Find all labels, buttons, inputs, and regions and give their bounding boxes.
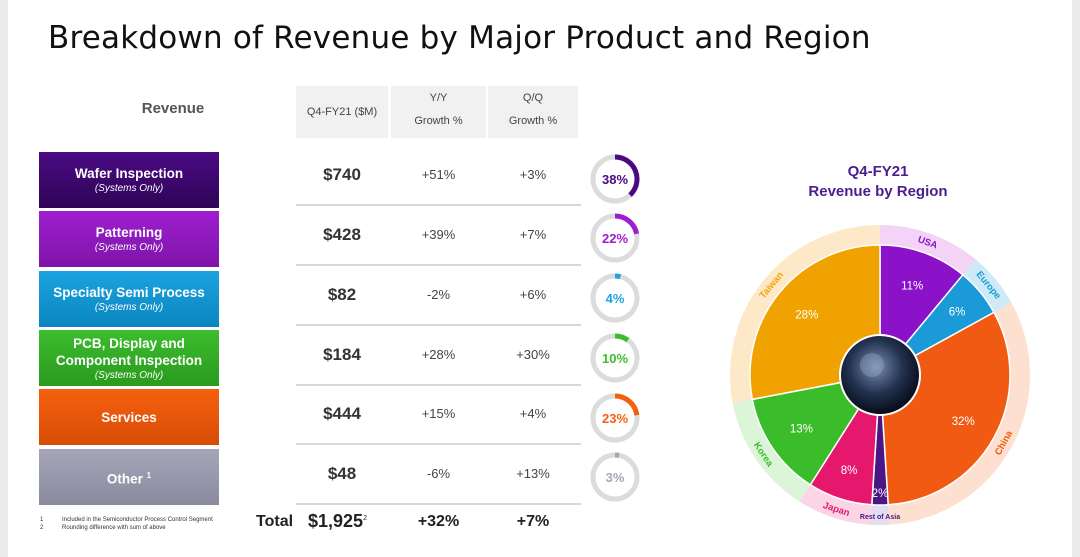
row-divider [296,443,581,445]
region-chart-subtitle: Revenue by Region [808,183,948,200]
globe-highlight [860,353,884,377]
share-donut-label: 3% [606,470,625,485]
share-donut-label: 10% [602,351,628,366]
qq-header-line1: Q/Q [522,92,544,104]
region-ring-china [888,302,1030,525]
row-divider [296,204,581,206]
qq-growth: +6% [519,287,547,302]
revenue-header: Revenue [141,100,205,117]
share-donut-arc [614,333,630,343]
yy-header-line1: Y/Y [429,92,448,104]
revenue-value: $428 [323,225,361,244]
page-title: Breakdown of Revenue by Major Product an… [48,20,871,56]
region-ring-japan [799,484,872,525]
region-value-label: 8% [841,465,858,477]
category-name: PCB, Display and Component Inspection [55,335,203,368]
category-name: Wafer Inspection [74,166,184,181]
value-column-header: Q4-FY21 ($M) [296,86,388,138]
revenue-value: $82 [327,285,357,304]
region-ring-rest-of-asia [870,504,890,525]
region-value-label: 28% [795,309,818,321]
region-ring-europe [962,259,1012,313]
yy-growth: +28% [421,347,456,362]
qq-growth: +4% [519,406,547,421]
footnote-text: Included in the Semiconductor Process Co… [62,517,213,523]
footnote-number: 2 [40,525,44,531]
category-specialty-semi-process: Specialty Semi Process (Systems Only) [39,271,219,327]
yy-column-header: Y/Y Growth % [391,86,486,138]
region-ring-usa [880,225,976,275]
yy-growth: -6% [426,466,451,481]
region-value-label: 2% [872,488,889,500]
total-yy-growth: +32% [417,513,460,530]
revenue-value: $740 [323,165,361,184]
share-donut-arc [614,154,640,197]
category-services: Services [39,389,219,445]
qq-column-header: Q/Q Growth % [488,86,578,138]
category-subtitle: (Systems Only) [94,369,164,381]
revenue-value: $48 [327,464,357,483]
category-subtitle: (Systems Only) [94,183,164,194]
slide: Breakdown of Revenue by Major Product an… [8,0,1072,557]
share-donut-arc [614,213,640,235]
region-chart-title: Q4-FY21 [847,163,909,180]
category-name: Services [101,409,157,425]
qq-growth: +30% [516,347,550,362]
footnote-marker: 1 [146,470,152,480]
yy-growth: +51% [421,167,456,182]
region-name-label: Rest of Asia [860,514,900,521]
category-name: Patterning [95,225,163,240]
total-footnote-marker: 2 [363,515,367,522]
yy-growth: +15% [421,406,456,421]
region-ring-korea [732,399,811,502]
category-name: Specialty Semi Process [53,285,205,300]
revenue-value: $184 [323,345,361,364]
category-patterning: Patterning (Systems Only) [39,211,219,267]
share-donut-arc [614,273,622,280]
category-pcb-display-component: PCB, Display and Component Inspection (S… [39,330,219,386]
share-donut-label: 22% [602,231,628,246]
yy-growth: -2% [426,287,451,302]
total-value: $1,925 [308,511,364,531]
yy-header-line2: Growth % [414,115,463,127]
qq-growth: +13% [516,466,550,481]
revenue-value: $444 [323,404,361,423]
footnote-number: 1 [40,517,44,523]
value-column-label: Q4-FY21 ($M) [306,106,378,118]
product-share-donuts: 38% 22% 4% 10% 23% 3% [590,154,640,502]
yy-growth: +39% [421,227,456,242]
category-name-wrap: Other 1 [107,467,151,488]
qq-growth: +3% [519,167,547,182]
region-value-label: 11% [901,281,923,293]
category-other: Other 1 [39,449,219,505]
region-value-label: 13% [790,423,813,435]
category-subtitle: (Systems Only) [94,302,164,313]
region-value-label: 32% [952,416,975,428]
total-label: Total [256,513,294,530]
share-donut-label: 23% [602,411,628,426]
region-ring-taiwan [730,225,880,404]
qq-growth: +7% [519,227,547,242]
category-wafer-inspection: Wafer Inspection (Systems Only) [39,152,219,208]
category-subtitle: (Systems Only) [94,242,164,253]
share-donut-arc [614,393,640,416]
row-divider [296,264,581,266]
footnote-2: 2 Rounding difference with sum of above [40,525,166,531]
globe-icon [839,334,921,416]
qq-header-line2: Growth % [508,115,558,127]
category-name: Other [106,471,143,487]
share-donut-label: 4% [606,291,625,306]
share-donut-label: 38% [602,172,628,187]
row-divider [296,384,581,386]
footnote-1: 1 Included in the Semiconductor Process C… [40,517,213,523]
total-qq-growth: +7% [516,513,550,530]
footnote-text: Rounding difference with sum of above [62,525,166,531]
region-value-label: 6% [949,306,966,318]
row-divider [296,503,581,505]
row-divider [296,324,581,326]
total-value-wrap: $1,9252 [308,511,367,532]
